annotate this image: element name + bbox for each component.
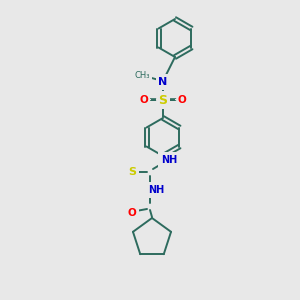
Text: O: O [128, 208, 136, 218]
Text: NH: NH [161, 155, 177, 165]
Text: O: O [140, 95, 148, 105]
Text: =: = [169, 95, 177, 105]
Text: S: S [128, 167, 136, 177]
Text: N: N [158, 77, 168, 87]
Text: NH: NH [148, 185, 164, 195]
Text: =: = [149, 95, 157, 105]
Text: S: S [158, 94, 167, 106]
Text: CH₃: CH₃ [134, 71, 150, 80]
Text: O: O [178, 95, 186, 105]
